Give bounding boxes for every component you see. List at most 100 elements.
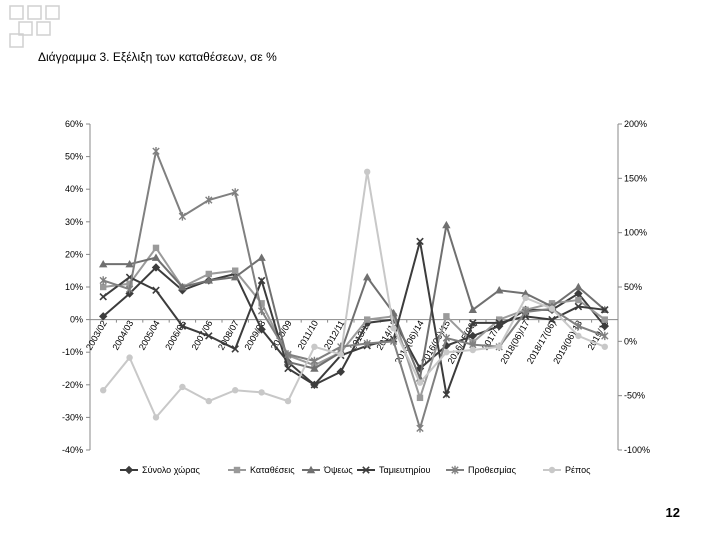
series-3-point xyxy=(310,364,319,372)
legend-item-5-label: Προθεσμίας xyxy=(468,465,517,475)
series-2-point xyxy=(443,313,450,320)
series-6-point xyxy=(364,168,371,176)
series-6-point xyxy=(126,354,133,361)
y-left-tick-label: 40% xyxy=(65,184,83,194)
series-3-line xyxy=(103,224,606,382)
series-1-point xyxy=(257,325,266,334)
page-title: Διάγραμμα 3. Εξέλιξη των καταθέσεων, σε … xyxy=(38,50,277,64)
series-6-point xyxy=(205,397,212,405)
series-6-point xyxy=(469,346,476,354)
y-right-tick-label: -50% xyxy=(624,391,645,401)
series-1-line xyxy=(102,266,606,386)
series-4-point xyxy=(548,315,556,324)
series-4-point xyxy=(99,293,107,301)
legend-item-6-marker xyxy=(548,466,556,474)
series-1-point xyxy=(600,321,609,331)
series-1-point xyxy=(336,367,345,376)
series-3-point xyxy=(151,253,161,261)
series-6-point xyxy=(232,387,239,394)
series-2-point xyxy=(416,394,424,402)
y-left-tick-label: 30% xyxy=(65,217,83,227)
y-left-tick-label: 10% xyxy=(65,282,83,292)
y-left-tick-label: 20% xyxy=(65,249,83,259)
series-4-point xyxy=(495,319,503,327)
series-1-point xyxy=(151,263,161,272)
series-6-point xyxy=(443,349,450,356)
series-4-point xyxy=(416,237,424,246)
y-left-tick-label: -30% xyxy=(62,412,83,422)
series-4-point xyxy=(442,390,451,399)
x-tick-label: 2004/03 xyxy=(110,319,135,352)
series-2-point xyxy=(496,316,503,323)
y-left-tick-label: -20% xyxy=(62,380,83,390)
series-4-point xyxy=(152,286,160,295)
y-left-tick-label: -40% xyxy=(62,445,83,455)
series-3-point xyxy=(257,253,266,261)
legend-item-5-marker xyxy=(451,465,459,475)
series-5-point xyxy=(231,188,239,197)
y-left-tick-label: -10% xyxy=(62,347,83,357)
series-4-point xyxy=(231,345,239,353)
series-6-point xyxy=(416,379,424,386)
series-6-point xyxy=(284,397,292,405)
series-6-line xyxy=(102,171,606,420)
series-6-point xyxy=(258,389,265,396)
legend-item-1-label: Σύνολο χώρας xyxy=(142,465,201,475)
series-2-point xyxy=(100,283,107,291)
series-3-point xyxy=(495,286,504,294)
series-3-point xyxy=(363,273,372,281)
series-5-point xyxy=(416,424,424,433)
legend-item-4-label: Ταμιευτηρίου xyxy=(379,465,431,475)
y-right-tick-label: 0% xyxy=(624,336,637,346)
series-6-point xyxy=(601,343,608,350)
series-6-point xyxy=(496,343,503,350)
series-6-point xyxy=(152,414,160,421)
series-6-point xyxy=(548,305,556,312)
y-right-tick-label: 200% xyxy=(624,119,647,129)
series-2-point xyxy=(126,280,133,287)
series-2-point xyxy=(390,313,397,320)
series-2-point xyxy=(232,267,239,274)
series-5-point xyxy=(521,307,530,317)
series-2-line xyxy=(103,246,606,402)
y-right-tick-label: -100% xyxy=(624,445,650,455)
series-6-point xyxy=(522,294,529,302)
series-4-point xyxy=(601,306,609,314)
legend-item-3-marker xyxy=(306,465,316,474)
series-2-point xyxy=(258,300,265,307)
series-3-point xyxy=(178,282,187,291)
series-6-point xyxy=(575,332,582,340)
series-2-point xyxy=(205,270,212,278)
x-tick-label: 2005/04 xyxy=(137,319,162,352)
y-left-tick-label: 50% xyxy=(65,152,83,162)
series-5-point xyxy=(442,333,451,343)
series-5-point xyxy=(601,331,609,341)
series-4-point xyxy=(469,319,477,327)
x-tick-label: 2007/06 xyxy=(190,319,215,352)
series-3-point xyxy=(468,305,477,314)
series-3-point xyxy=(521,289,530,297)
series-3-point xyxy=(574,282,583,291)
series-2-point xyxy=(364,316,371,323)
series-3-point xyxy=(204,276,213,284)
legend-item-4-marker xyxy=(362,466,370,474)
series-5-line xyxy=(102,147,606,432)
series-4-point xyxy=(257,276,266,285)
series-5-point xyxy=(284,350,292,359)
series-2-point xyxy=(575,296,582,304)
series-6-point xyxy=(390,325,397,332)
series-1-point xyxy=(468,331,477,341)
series-5-point xyxy=(178,212,187,221)
legend-item-1-marker xyxy=(124,465,134,475)
series-4-point xyxy=(205,332,213,340)
y-right-tick-label: 50% xyxy=(624,282,642,292)
y-left-tick-label: 60% xyxy=(65,119,83,129)
decorative-squares xyxy=(9,5,60,48)
series-5-point xyxy=(257,306,266,316)
series-3-point xyxy=(99,259,108,268)
series-5-point xyxy=(125,284,134,294)
series-5-point xyxy=(152,146,160,156)
legend-item-3-label: Όψεως xyxy=(323,465,353,475)
legend-item-6-label: Ρέπος xyxy=(565,465,591,475)
series-2-point xyxy=(152,244,160,252)
